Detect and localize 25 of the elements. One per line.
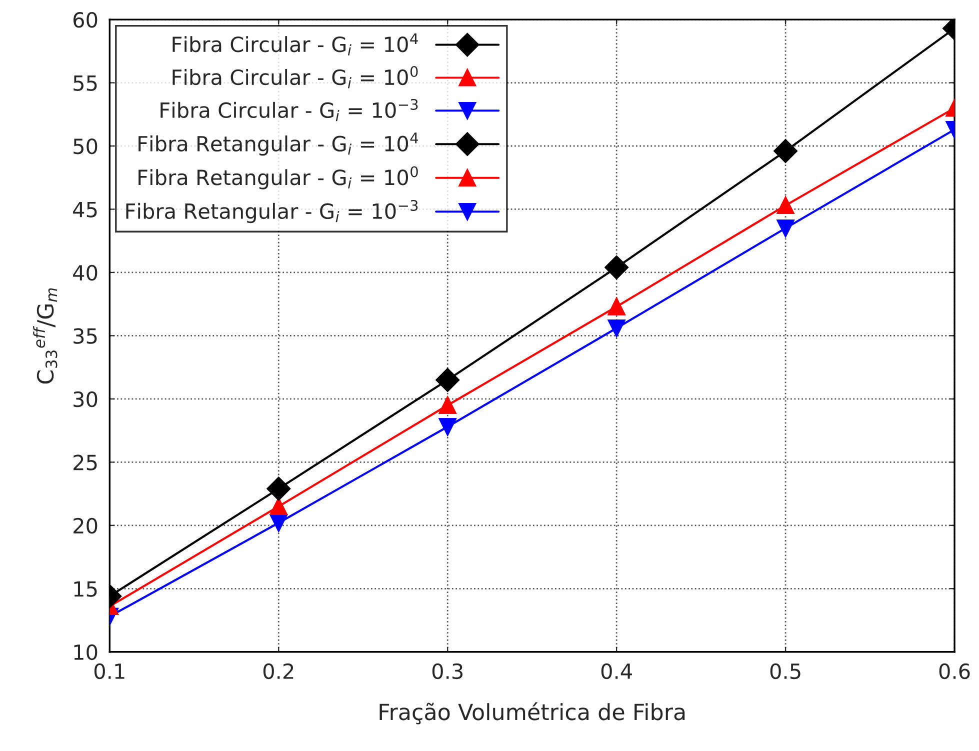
x-tick-label: 0.6 [939, 663, 970, 680]
x-tick-label: 0.2 [263, 663, 294, 680]
y-tick-label: 10 [74, 644, 98, 660]
y-tick-label: 20 [74, 518, 98, 534]
y-tick-label: 50 [74, 138, 98, 154]
legend-label: Fibra Circular - G$_{i}$ = 10$^{0}$ [172, 66, 418, 88]
y-tick-label: 60 [73, 12, 98, 28]
y-tick-label: 55 [74, 75, 97, 91]
legend-label: Fibra Retangular - G$_{i}$ = 10$^{0}$ [138, 166, 418, 190]
x-tick-label: 0.1 [94, 663, 124, 680]
x-tick-label: 0.4 [601, 663, 632, 680]
x-tick-label: 0.5 [770, 663, 800, 680]
y-tick-label: 30 [74, 391, 98, 408]
y-tick-label: 25 [74, 454, 97, 470]
y-tick-label: 15 [74, 581, 97, 597]
x-tick-label: 0.3 [432, 663, 462, 680]
x-axis-title: Fração Volumétrica de Fibra [380, 702, 685, 724]
legend-label: Fibra Circular - G$_{i}$ = 10$^{−3}$ [160, 98, 418, 122]
y-tick-label: 35 [74, 328, 97, 344]
legend-label: Fibra Retangular - G$_{i}$ = 10$^{−3}$ [126, 200, 418, 224]
legend-label: Fibra Retangular - G$_{i}$ = 10$^{4}$ [138, 132, 418, 156]
y-axis-title: C$_{33}$$^{eff}$/G$_{m}$ [33, 288, 58, 384]
y-tick-label: 40 [73, 264, 98, 281]
y-tick-label: 45 [73, 202, 97, 218]
legend-label: Fibra Circular - G$_{i}$ = 10$^{4}$ [172, 33, 418, 56]
